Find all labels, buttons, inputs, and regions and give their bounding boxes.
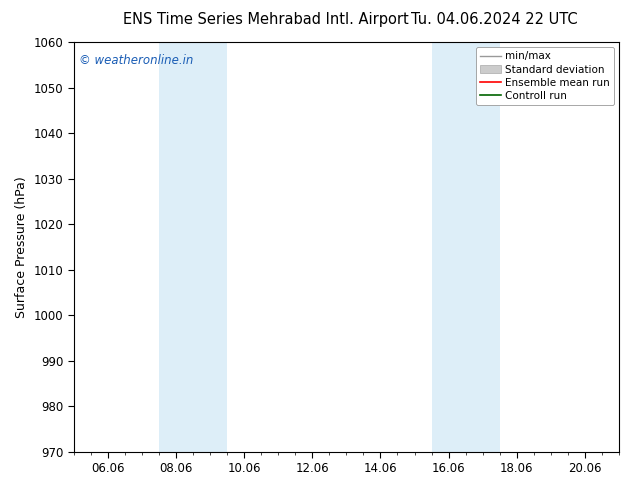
Text: © weatheronline.in: © weatheronline.in (79, 54, 193, 67)
Bar (159, 42, 227, 452)
Y-axis label: Surface Pressure (hPa): Surface Pressure (hPa) (15, 176, 28, 318)
Text: ENS Time Series Mehrabad Intl. Airport: ENS Time Series Mehrabad Intl. Airport (124, 12, 409, 27)
Legend: min/max, Standard deviation, Ensemble mean run, Controll run: min/max, Standard deviation, Ensemble me… (476, 47, 614, 105)
Text: Tu. 04.06.2024 22 UTC: Tu. 04.06.2024 22 UTC (411, 12, 578, 27)
Bar (432, 42, 500, 452)
